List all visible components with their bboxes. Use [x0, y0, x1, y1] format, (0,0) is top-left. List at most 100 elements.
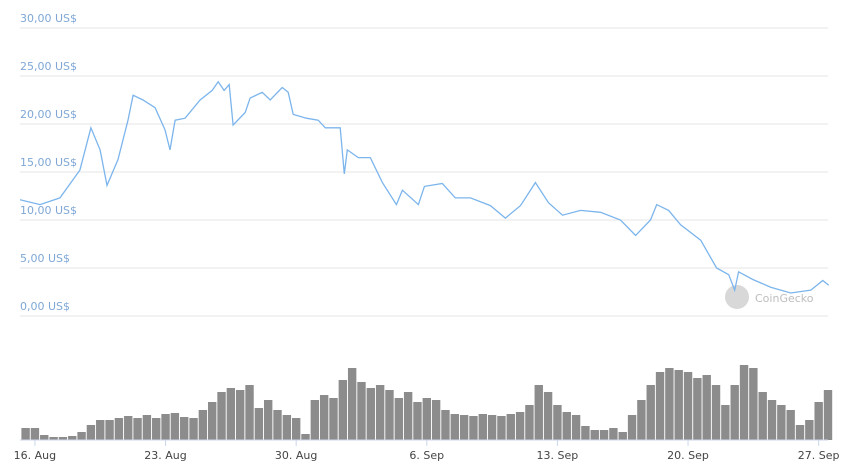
volume-bar — [711, 385, 721, 440]
volume-bar — [21, 428, 30, 440]
volume-bar — [263, 400, 273, 440]
y-tick-label: 25,00 US$ — [20, 60, 77, 73]
volume-bar — [208, 402, 217, 440]
volume-bar — [357, 382, 366, 440]
volume-bar — [86, 425, 96, 440]
y-tick-label: 10,00 US$ — [20, 204, 77, 217]
y-tick-label: 30,00 US$ — [20, 12, 77, 25]
volume-bar — [441, 410, 450, 440]
volume-bar — [329, 398, 338, 440]
volume-bar — [739, 365, 749, 440]
volume-bar — [683, 372, 693, 440]
volume-bar — [124, 416, 133, 440]
volume-bar — [618, 432, 627, 440]
volume-bar — [767, 400, 777, 440]
x-tick-label: 6. Sep — [409, 449, 444, 462]
volume-bar — [189, 418, 198, 440]
volume-bar — [459, 415, 469, 440]
volume-bar — [375, 385, 385, 440]
volume-bar — [40, 435, 49, 440]
volume-bar — [245, 385, 254, 440]
volume-bar — [777, 405, 786, 440]
volume-bar — [254, 408, 264, 440]
volume-bar — [562, 412, 571, 440]
volume-bar — [749, 368, 758, 440]
volume-bar — [413, 402, 422, 440]
volume-bar — [823, 390, 833, 440]
volume-bar — [450, 414, 459, 440]
volume-bar — [487, 415, 497, 440]
volume-bar — [347, 368, 357, 440]
volume-bar — [665, 368, 674, 440]
volume-bar — [301, 434, 310, 440]
volume-bar — [310, 400, 320, 440]
volume-bar — [96, 420, 105, 440]
volume-bar — [273, 410, 282, 440]
volume-bar — [217, 392, 226, 440]
volume-bar — [525, 405, 534, 440]
y-tick-label: 20,00 US$ — [20, 108, 77, 121]
price-line — [19, 80, 830, 294]
volume-bar — [366, 388, 376, 440]
volume-bar — [58, 437, 68, 440]
volume-bar — [170, 413, 180, 440]
y-tick-label: 0,00 US$ — [20, 300, 70, 313]
x-tick-label: 27. Sep — [798, 449, 840, 462]
volume-bar — [758, 392, 767, 440]
watermark-logo — [725, 285, 749, 309]
volume-bar — [553, 405, 562, 440]
volume-bar — [226, 388, 236, 440]
volume-bar — [795, 425, 805, 440]
volume-bar — [702, 375, 711, 440]
volume-bar — [581, 426, 590, 440]
volume-bar — [730, 385, 739, 440]
volume-bar — [180, 417, 189, 440]
y-tick-label: 5,00 US$ — [20, 252, 70, 265]
volume-bar — [114, 418, 124, 440]
volume-bar — [133, 418, 142, 440]
volume-bar — [338, 380, 348, 440]
volume-bar — [506, 414, 515, 440]
volume-bar — [235, 390, 245, 440]
volume-bar — [198, 410, 208, 440]
volume-bar — [814, 402, 823, 440]
volume-bar — [105, 420, 114, 440]
volume-bar — [627, 415, 637, 440]
volume-bar — [693, 378, 702, 440]
volume-bar — [646, 385, 655, 440]
volume-bar — [77, 432, 86, 440]
volume-bar — [142, 415, 152, 440]
watermark: CoinGecko — [755, 292, 814, 305]
x-tick-label: 23. Aug — [144, 449, 186, 462]
volume-bar — [394, 398, 404, 440]
volume-bar — [674, 370, 683, 440]
volume-bar — [152, 418, 161, 440]
volume-bar — [49, 437, 58, 440]
volume-bar — [721, 405, 730, 440]
volume-bar — [515, 412, 525, 440]
volume-bar — [291, 418, 301, 440]
volume-bar — [534, 385, 543, 440]
volume-bar — [385, 390, 394, 440]
volume-bar — [497, 416, 506, 440]
y-tick-label: 15,00 US$ — [20, 156, 77, 169]
volume-bar — [30, 428, 40, 440]
volume-bar — [655, 372, 665, 440]
volume-bar — [68, 436, 77, 440]
volume-bar — [319, 395, 329, 440]
volume-bar — [571, 415, 581, 440]
volume-bar — [786, 410, 795, 440]
volume-bar — [422, 398, 431, 440]
volume-bar — [637, 400, 646, 440]
volume-bar — [543, 392, 553, 440]
volume-bar — [161, 414, 170, 440]
volume-bar — [609, 428, 618, 440]
x-tick-label: 16. Aug — [14, 449, 56, 462]
volume-bar — [431, 400, 441, 440]
volume-bar — [403, 392, 413, 440]
volume-bar — [469, 416, 478, 440]
volume-bar — [805, 420, 814, 440]
volume-bar — [282, 415, 292, 440]
x-tick-label: 30. Aug — [275, 449, 317, 462]
